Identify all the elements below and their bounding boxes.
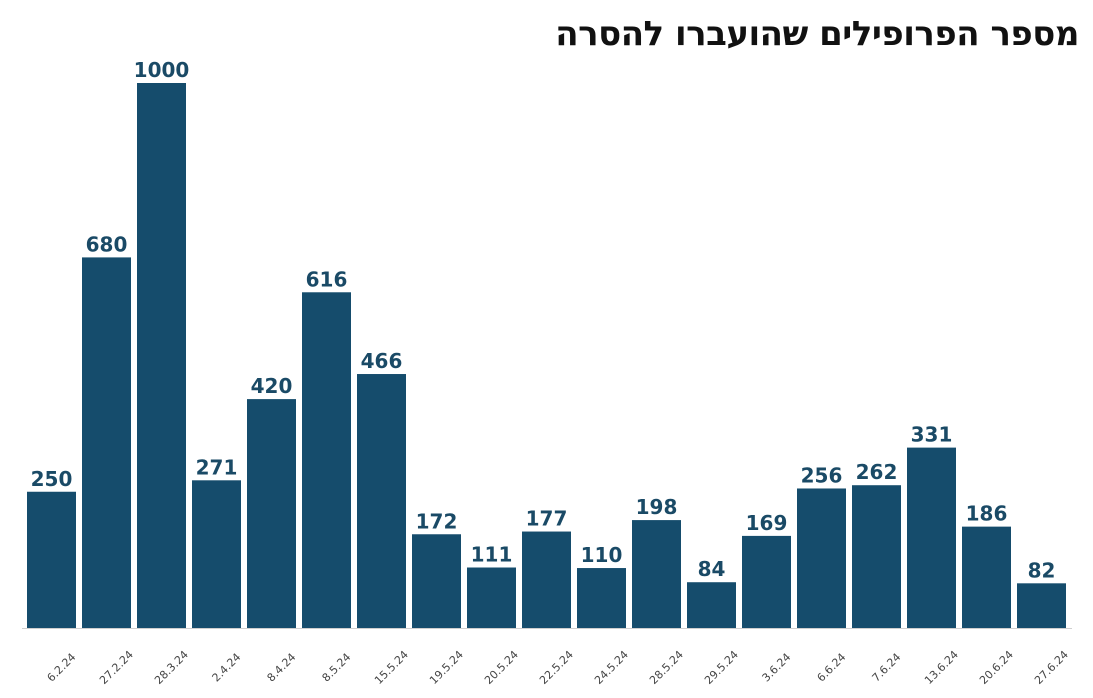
x-tick-label-28.5.24: 28.5.24 [647, 648, 686, 687]
value-label-24.5.24: 110 [581, 543, 623, 567]
x-tick-label-13.6.24: 13.6.24 [922, 648, 961, 687]
bar-20.6.24 [962, 526, 1011, 628]
value-label-28.3.24: 1000 [134, 58, 190, 82]
value-label-6.6.24: 256 [801, 463, 843, 487]
x-tick-label-8.4.24: 8.4.24 [265, 651, 299, 685]
value-label-7.6.24: 262 [856, 460, 898, 484]
value-label-8.5.24: 616 [306, 267, 348, 291]
bar-2.4.24 [192, 480, 241, 628]
value-label-19.5.24: 172 [416, 509, 458, 533]
value-labels-group: 250 680 1000 271 420 616 466 172 111 177 110 198 84 1… [31, 58, 1056, 582]
x-tick-label-3.6.24: 3.6.24 [760, 651, 794, 685]
value-label-28.5.24: 198 [636, 495, 678, 519]
value-label-8.4.24: 420 [251, 374, 293, 398]
bar-28.3.24 [137, 83, 186, 628]
x-tick-label-24.5.24: 24.5.24 [592, 648, 631, 687]
value-label-20.5.24: 111 [471, 543, 513, 567]
bar-8.4.24 [247, 399, 296, 628]
bar-8.5.24 [302, 292, 351, 628]
value-label-6.2.24: 250 [31, 467, 73, 491]
x-tick-label-20.6.24: 20.6.24 [977, 648, 1016, 687]
bar-27.6.24 [1017, 583, 1066, 628]
chart-title: מספר הפרופילים שהועברו להסרה [555, 14, 1079, 54]
value-label-29.5.24: 84 [698, 557, 726, 581]
x-tick-label-6.2.24: 6.2.24 [45, 651, 79, 685]
value-label-27.2.24: 680 [86, 232, 128, 256]
bar-7.6.24 [852, 485, 901, 628]
value-label-22.5.24: 177 [526, 507, 568, 531]
value-label-3.6.24: 169 [746, 511, 788, 535]
x-tick-label-20.5.24: 20.5.24 [482, 648, 521, 687]
bar-3.6.24 [742, 535, 791, 628]
bar-6.2.24 [27, 491, 76, 628]
bar-6.6.24 [797, 488, 846, 628]
bar-29.5.24 [687, 582, 736, 628]
x-tick-label-6.6.24: 6.6.24 [815, 651, 849, 685]
x-tick-label-22.5.24: 22.5.24 [537, 648, 576, 687]
bar-27.2.24 [82, 257, 131, 628]
bar-28.5.24 [632, 520, 681, 628]
x-tick-label-7.6.24: 7.6.24 [870, 651, 904, 685]
value-label-13.6.24: 331 [911, 423, 953, 447]
x-tick-label-8.5.24: 8.5.24 [320, 651, 354, 685]
bar-24.5.24 [577, 568, 626, 628]
bar-19.5.24 [412, 534, 461, 628]
x-tick-label-19.5.24: 19.5.24 [427, 648, 466, 687]
value-label-15.5.24: 466 [361, 349, 403, 373]
value-label-20.6.24: 186 [966, 502, 1008, 526]
bar-15.5.24 [357, 374, 406, 628]
x-tick-label-2.4.24: 2.4.24 [210, 651, 244, 685]
x-tick-label-27.2.24: 27.2.24 [97, 648, 136, 687]
value-label-2.4.24: 271 [196, 455, 238, 479]
x-tick-label-28.3.24: 28.3.24 [152, 648, 191, 687]
x-tick-label-27.6.24: 27.6.24 [1032, 648, 1071, 687]
bar-13.6.24 [907, 447, 956, 628]
x-tick-label-15.5.24: 15.5.24 [372, 648, 411, 687]
bars-group [27, 83, 1066, 628]
x-tick-label-29.5.24: 29.5.24 [702, 648, 741, 687]
value-label-27.6.24: 82 [1028, 558, 1056, 582]
bar-22.5.24 [522, 531, 571, 628]
tick-labels-group: 6.2.24 27.2.24 28.3.24 2.4.24 8.4.24 8.5.24 15… [45, 648, 1071, 687]
bar-20.5.24 [467, 567, 516, 628]
